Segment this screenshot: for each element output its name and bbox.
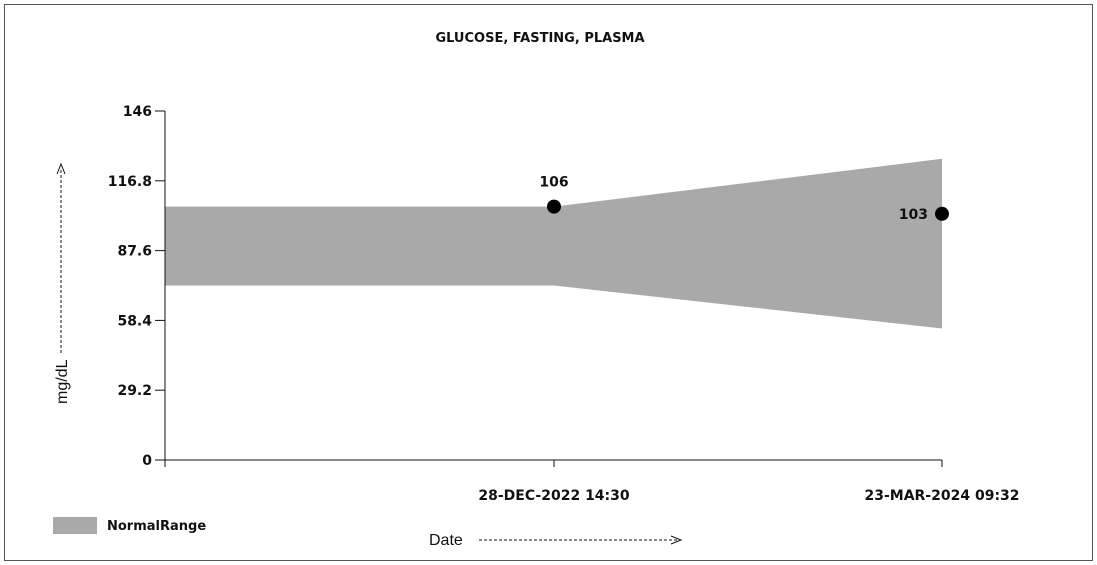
normal-range-layer xyxy=(165,158,942,329)
x-tick-label: 28-DEC-2022 14:30 xyxy=(478,488,630,504)
y-tick-label: 87.6 xyxy=(117,244,152,260)
y-axis-title-arrowhead xyxy=(56,162,66,175)
data-label: 106 xyxy=(539,175,568,191)
legend: NormalRange xyxy=(53,517,206,534)
chart-title: GLUCOSE, FASTING, PLASMA xyxy=(435,31,644,46)
x-axis-title-arrowhead xyxy=(670,535,683,545)
normal-range-band xyxy=(165,158,942,329)
y-tick-label: 58.4 xyxy=(117,313,152,329)
x-tick-layer: 28-DEC-2022 14:30 23-MAR-2024 09:32 xyxy=(164,460,1020,504)
y-tick-layer: 0 29.2 58.4 87.6 116.8 146 xyxy=(108,104,165,469)
x-tick-label: 23-MAR-2024 09:32 xyxy=(864,488,1019,504)
y-tick-label: 0 xyxy=(142,453,152,469)
y-axis-title: mg/dL xyxy=(54,359,71,404)
chart-frame: GLUCOSE, FASTING, PLASMA 0 29.2 58.4 87.6 11… xyxy=(4,4,1093,561)
x-axis-title-group: Date xyxy=(429,532,683,549)
legend-swatch-normal-range xyxy=(53,517,97,534)
data-label: 103 xyxy=(899,207,928,223)
data-point xyxy=(935,206,949,221)
points-layer: 106 103 xyxy=(539,175,949,223)
y-tick-label: 146 xyxy=(123,104,152,120)
x-axis-title: Date xyxy=(429,532,463,549)
y-tick-label: 116.8 xyxy=(108,174,152,190)
data-point xyxy=(547,199,561,214)
legend-label-normal-range: NormalRange xyxy=(107,519,206,534)
y-tick-label: 29.2 xyxy=(117,383,152,399)
chart-svg: GLUCOSE, FASTING, PLASMA 0 29.2 58.4 87.6 11… xyxy=(53,31,1020,549)
y-axis-title-group: mg/dL xyxy=(54,162,71,404)
